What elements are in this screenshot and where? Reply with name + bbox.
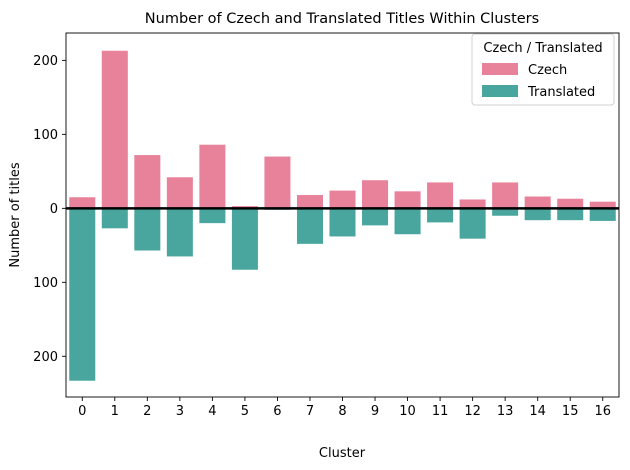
bar-czech-cluster-15 <box>557 198 584 209</box>
bar-czech-cluster-1 <box>101 50 128 209</box>
bar-translated-cluster-10 <box>394 208 421 235</box>
legend-label-translated: Translated <box>527 85 595 100</box>
bar-translated-cluster-5 <box>231 208 258 270</box>
legend-title: Czech / Translated <box>483 41 602 56</box>
legend-swatch-czech <box>482 63 518 75</box>
x-tick-label: 2 <box>143 404 151 419</box>
bar-translated-cluster-3 <box>166 208 193 257</box>
bar-translated-cluster-11 <box>427 208 454 223</box>
bar-czech-cluster-3 <box>166 177 193 209</box>
bar-czech-cluster-10 <box>394 191 421 209</box>
legend-swatch-translated <box>482 85 518 97</box>
x-tick-label: 7 <box>306 404 314 419</box>
bar-translated-cluster-13 <box>492 208 519 216</box>
bar-czech-cluster-0 <box>69 197 96 209</box>
x-tick-label: 16 <box>594 404 611 419</box>
bar-czech-cluster-13 <box>492 182 519 209</box>
x-axis: 0 1 2 3 4 5 6 7 8 9 10 11 12 13 14 15 16 <box>78 397 611 419</box>
x-tick-label: 1 <box>111 404 119 419</box>
bar-czech-cluster-16 <box>589 201 616 209</box>
y-axis-label: Number of titles <box>8 162 23 267</box>
bar-czech-cluster-6 <box>264 156 291 209</box>
bar-translated-cluster-4 <box>199 208 226 224</box>
bar-translated-cluster-12 <box>459 208 486 239</box>
bar-czech-cluster-9 <box>362 180 389 209</box>
x-tick-label: 5 <box>241 404 249 419</box>
translated-bars <box>69 208 616 381</box>
legend-label-czech: Czech <box>528 63 567 78</box>
x-tick-label: 0 <box>78 404 86 419</box>
y-tick-label: 200 <box>33 350 58 365</box>
legend: Czech / Translated Czech Translated <box>471 33 615 106</box>
bar-translated-cluster-2 <box>134 208 161 251</box>
bar-translated-cluster-0 <box>69 208 96 381</box>
bar-translated-cluster-7 <box>296 208 323 244</box>
chart-title: Number of Czech and Translated Titles Wi… <box>145 11 539 27</box>
x-tick-label: 14 <box>529 404 546 419</box>
x-tick-label: 11 <box>432 404 449 419</box>
y-tick-label: 100 <box>33 276 58 291</box>
bar-translated-cluster-16 <box>589 208 616 221</box>
bar-czech-cluster-4 <box>199 144 226 209</box>
bar-czech-cluster-14 <box>524 196 551 209</box>
bar-czech-cluster-8 <box>329 190 356 209</box>
y-tick-label: 200 <box>33 54 58 69</box>
x-tick-label: 15 <box>562 404 579 419</box>
y-tick-label: 0 <box>50 202 58 217</box>
bar-czech-cluster-12 <box>459 199 486 209</box>
x-tick-label: 12 <box>464 404 481 419</box>
x-axis-label: Cluster <box>319 446 366 461</box>
y-tick-label: 100 <box>33 128 58 143</box>
x-tick-label: 9 <box>371 404 379 419</box>
x-tick-label: 4 <box>208 404 216 419</box>
bar-translated-cluster-15 <box>557 208 584 221</box>
bar-translated-cluster-1 <box>101 208 128 229</box>
bar-translated-cluster-8 <box>329 208 356 237</box>
y-axis: 200 100 0 100 200 <box>33 54 66 365</box>
bar-translated-cluster-9 <box>362 208 389 226</box>
x-tick-label: 8 <box>338 404 346 419</box>
bar-translated-cluster-14 <box>524 208 551 221</box>
bar-czech-cluster-11 <box>427 182 454 209</box>
x-tick-label: 6 <box>273 404 281 419</box>
bar-czech-cluster-2 <box>134 155 161 209</box>
x-tick-label: 10 <box>399 404 416 419</box>
x-tick-label: 3 <box>176 404 184 419</box>
bar-czech-cluster-7 <box>296 195 323 209</box>
x-tick-label: 13 <box>497 404 514 419</box>
